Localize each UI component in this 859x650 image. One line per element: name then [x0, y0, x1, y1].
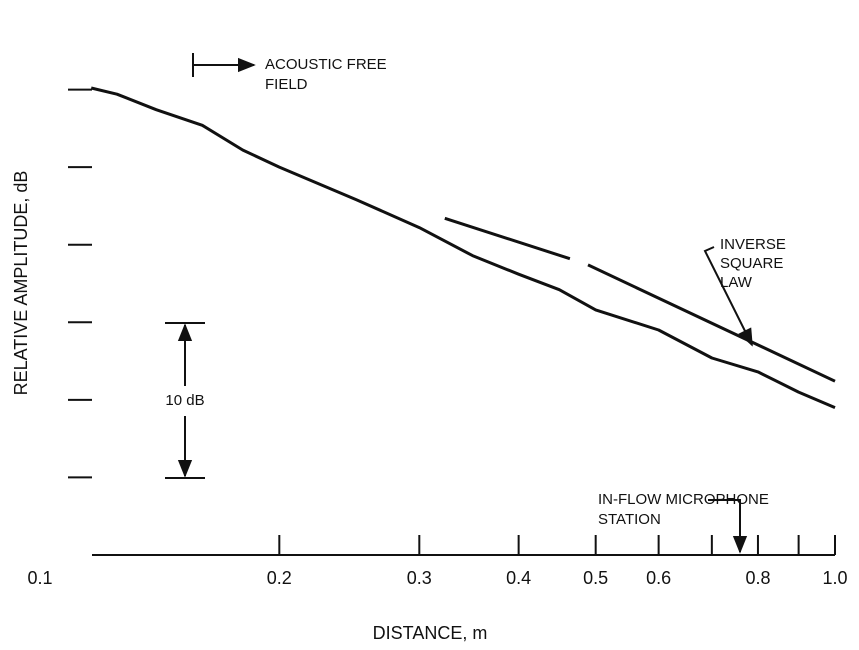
- x-tick-label: 1.0: [822, 568, 847, 588]
- mic-leader: [708, 499, 748, 554]
- annotation: LAW: [720, 274, 753, 291]
- data-line: [587, 263, 836, 383]
- annotation: ACOUSTIC FREE: [265, 56, 387, 73]
- annotation: SQUARE: [720, 255, 783, 272]
- x-tick-label: 0.6: [646, 568, 671, 588]
- y-axis-label: RELATIVE AMPLITUDE, dB: [11, 171, 31, 396]
- x-tick-label: 0.8: [745, 568, 770, 588]
- annotation: FIELD: [265, 76, 308, 93]
- x-tick-label: 0.2: [267, 568, 292, 588]
- annotation: INVERSE: [720, 236, 786, 253]
- x-tick-label: 0.3: [407, 568, 432, 588]
- scale-label: 10 dB: [165, 392, 204, 409]
- inverse-leader: [703, 246, 753, 347]
- annotation-arrows: [165, 53, 753, 554]
- x-tick-label: 0.1: [27, 568, 52, 588]
- annotation: IN-FLOW MICROPHONE: [598, 491, 769, 508]
- x-tick-label: 0.4: [506, 568, 531, 588]
- data-line: [90, 86, 836, 409]
- x-axis-label: DISTANCE, m: [373, 623, 488, 643]
- annotation: STATION: [598, 511, 661, 528]
- data-line: [444, 216, 571, 261]
- x-tick-label: 0.5: [583, 568, 608, 588]
